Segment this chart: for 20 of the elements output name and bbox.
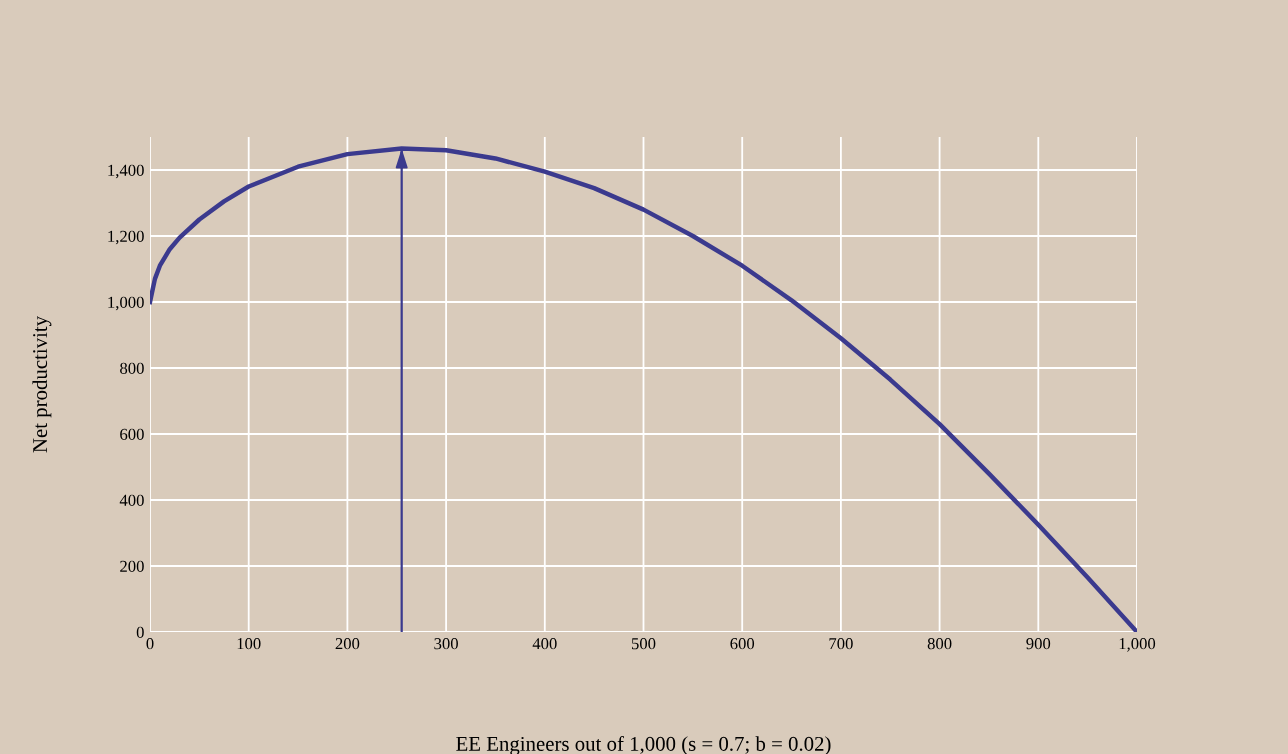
x-tick-label: 200 [335,638,360,650]
x-tick-label: 0 [146,638,154,650]
x-tick-label: 900 [1026,638,1051,650]
y-tick-label: 1,200 [108,230,144,245]
y-tick-label: 0 [136,626,144,638]
x-tick-label: 100 [237,638,261,650]
y-tick-label: 1,000 [108,296,144,311]
x-tick-label: 300 [434,638,458,650]
y-tick-label: 400 [119,494,144,506]
y-tick-label: 200 [120,560,144,572]
y-tick-label: 800 [120,362,144,374]
x-tick-label: 1,000 [1119,638,1156,652]
x-tick-label: 700 [829,638,853,650]
y-tick-label: 1,400 [108,164,144,179]
x-tick-label: 500 [631,638,656,650]
x-tick-label: 400 [532,638,557,650]
x-tick-label: 600 [730,638,755,650]
y-axis-title: Net productivity [32,316,52,453]
y-tick-label: 600 [120,428,144,440]
x-tick-label: 800 [927,638,952,650]
